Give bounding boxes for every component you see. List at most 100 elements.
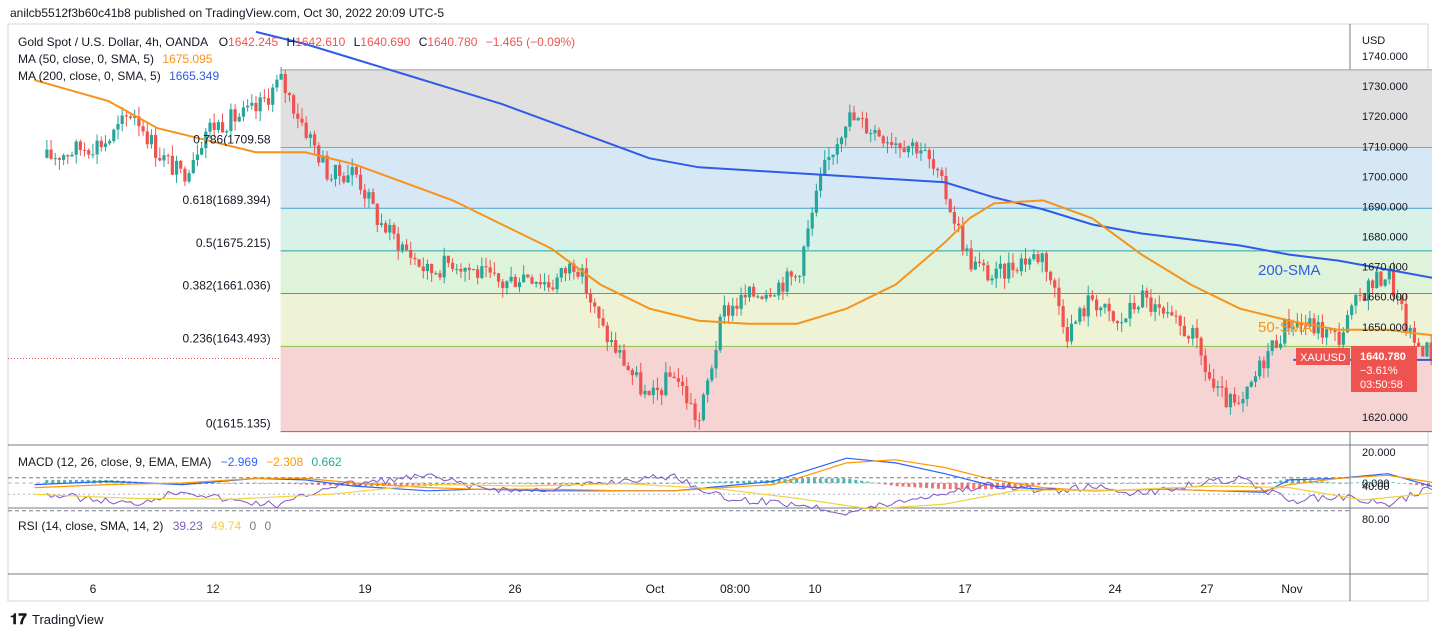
price-axis[interactable]: USD 1740.000 1730.000 1720.000 1710.000 1700.…: [1362, 35, 1408, 424]
ma200-legend-value: 1665.349: [169, 69, 219, 83]
macd-histogram-bar: [500, 483, 504, 484]
rsi-pane: 80.00 40.00: [8, 473, 1432, 526]
macd-legend[interactable]: MACD (12, 26, close, 9, EMA, EMA) −2.969…: [18, 455, 342, 469]
candle-body: [363, 189, 367, 199]
candle-body: [1040, 253, 1044, 263]
fib-zone-0.786: [280, 69, 1432, 148]
macd-histogram-bar: [984, 483, 988, 490]
candle-body: [1245, 386, 1249, 400]
candle-body: [476, 269, 480, 278]
macd-histogram-bar: [553, 483, 557, 485]
macd-histogram-bar: [470, 483, 474, 484]
candle-body: [1065, 327, 1069, 342]
candle-body: [823, 160, 827, 175]
candle-body: [1174, 315, 1178, 317]
macd-histogram-bar: [1167, 483, 1171, 484]
main-legend[interactable]: Gold Spot / U.S. Dollar, 4h, OANDA O1642…: [18, 35, 575, 49]
rsi-tick-label: 40.00: [1362, 481, 1390, 493]
candle-body: [1028, 259, 1032, 265]
rsi-legend-v3: 0: [249, 519, 256, 533]
candle-body: [145, 131, 149, 145]
macd-histogram-bar: [1007, 483, 1011, 488]
candle-body: [756, 296, 760, 298]
macd-histogram-bar: [860, 480, 864, 483]
candle-body: [660, 390, 664, 395]
candle-body: [944, 175, 948, 200]
macd-signal-line: [34, 459, 1432, 492]
candle-body: [392, 224, 396, 234]
macd-histogram-bar: [1054, 483, 1058, 485]
candle-body: [906, 146, 910, 153]
candle-body: [1078, 308, 1082, 322]
macd-histogram-bar: [889, 483, 893, 486]
last-price-tag-bg: [1351, 346, 1417, 392]
ma50-legend-value: 1675.095: [162, 52, 212, 66]
candle-body: [1019, 258, 1023, 272]
rsi-legend[interactable]: RSI (14, close, SMA, 14, 2) 39.23 49.74 …: [18, 519, 272, 533]
time-axis[interactable]: 6 12 19 26 Oct 08:00 10 17 24 27 Nov: [90, 582, 1303, 596]
candle-body: [1320, 321, 1325, 338]
candle-body: [948, 199, 952, 213]
candle-body: [752, 286, 756, 297]
macd-histogram-bar: [1232, 483, 1236, 484]
macd-histogram-bar: [1314, 480, 1318, 483]
candle-body: [743, 294, 747, 298]
macd-histogram-bar: [683, 482, 687, 484]
macd-histogram-bar: [1013, 483, 1017, 488]
macd-histogram-bar: [1043, 483, 1047, 485]
macd-histogram-bar: [1297, 479, 1301, 483]
candle-body: [212, 122, 216, 130]
candle-body: [1186, 336, 1191, 339]
price-tick-label: 1730.000: [1362, 81, 1408, 93]
candle-body: [1140, 290, 1145, 308]
macd-histogram-bar: [671, 483, 675, 484]
macd-histogram-bar: [1108, 483, 1112, 484]
candle-body: [220, 122, 225, 133]
ma200-legend[interactable]: MA (200, close, 0, SMA, 5) 1665.349: [18, 69, 219, 83]
candle-body: [806, 228, 810, 247]
candle-body: [1191, 327, 1195, 339]
macd-histogram-bar: [1190, 483, 1194, 484]
macd-histogram-bar: [1031, 483, 1035, 486]
rsi-legend-v2: 49.74: [211, 519, 241, 533]
candle-body: [1387, 271, 1391, 280]
macd-histogram-bar: [559, 483, 563, 485]
macd-histogram-bar: [753, 480, 757, 483]
time-tick-label: 24: [1108, 582, 1122, 596]
candle-body: [321, 155, 325, 163]
ma50-legend[interactable]: MA (50, close, 0, SMA, 5) 1675.095: [18, 52, 213, 66]
macd-histogram-bar: [1178, 483, 1182, 484]
macd-histogram-bar: [1137, 483, 1141, 484]
candle-body: [358, 174, 363, 190]
candle-body: [430, 263, 434, 274]
candle-body: [647, 390, 651, 396]
macd-histogram-bar: [824, 478, 828, 483]
candle-body: [860, 118, 864, 120]
candle-body: [542, 282, 547, 285]
candle-body: [400, 244, 404, 251]
macd-histogram-bar: [216, 483, 220, 484]
macd-histogram-bar: [647, 483, 651, 484]
macd-histogram-bar: [1019, 483, 1023, 487]
macd-histogram-bar: [1255, 483, 1259, 485]
time-tick-label: 10: [808, 582, 822, 596]
candle-body: [818, 174, 823, 191]
tradingview-logo[interactable]: 𝟏𝟕 TradingView: [10, 611, 104, 628]
macd-histogram-bar: [74, 479, 78, 483]
candle-body: [463, 267, 467, 272]
candle-body: [1241, 399, 1245, 404]
candle-body: [810, 212, 814, 229]
macd-histogram-bar: [747, 480, 751, 483]
candle-body: [517, 282, 522, 288]
candle-body: [555, 277, 559, 290]
macd-histogram-bar: [1173, 483, 1177, 484]
candle-body: [1232, 394, 1237, 403]
candle-body: [781, 282, 785, 292]
candle-body: [1182, 325, 1187, 337]
candle-body: [108, 141, 112, 144]
macd-legend-v3: 0.662: [312, 455, 342, 469]
rsi-legend-v4: 0: [265, 519, 272, 533]
candle-body: [99, 140, 103, 148]
bar-countdown: 03:50:58: [1360, 379, 1403, 391]
